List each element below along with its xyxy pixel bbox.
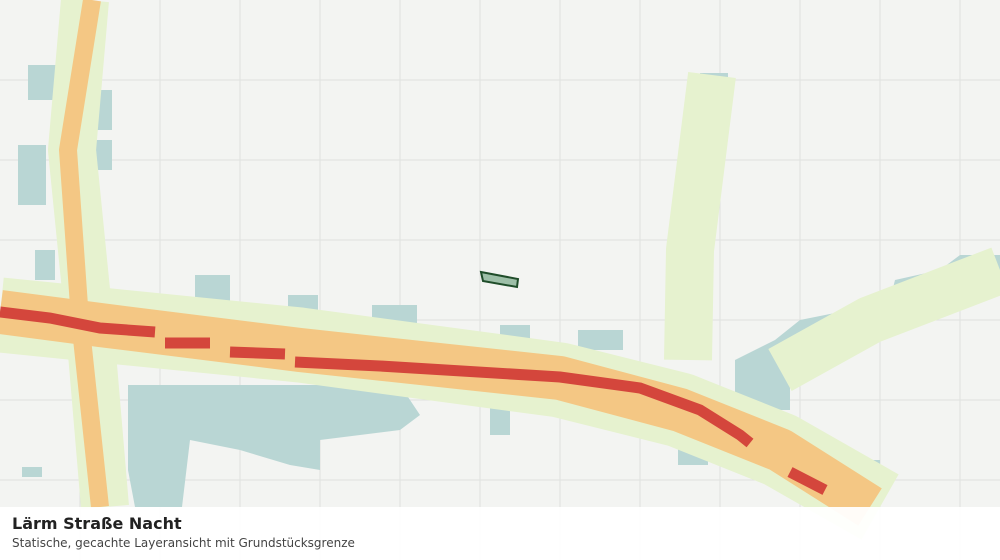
legend-panel: Lärm Straße Nacht Statische, gecachte La… — [0, 507, 1000, 560]
noise-bands — [0, 0, 1000, 540]
parcel-boundary[interactable] — [479, 270, 520, 289]
layer-title: Lärm Straße Nacht — [12, 514, 182, 533]
layer-subtitle: Statische, gecachte Layeransicht mit Gru… — [12, 536, 355, 550]
